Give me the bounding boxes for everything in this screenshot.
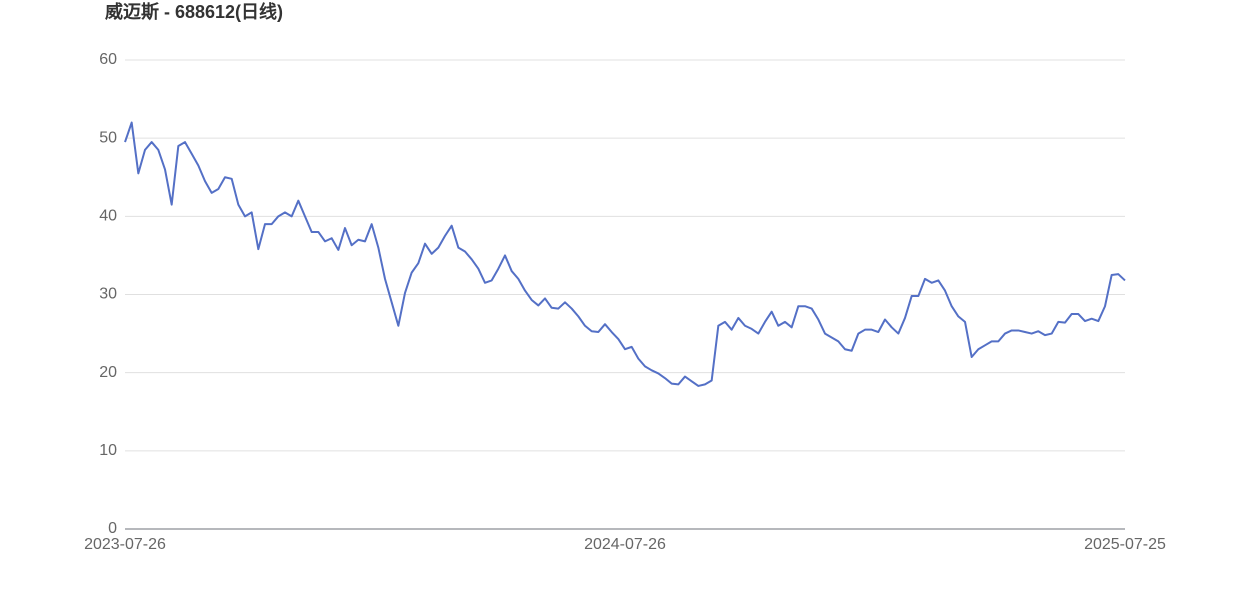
y-tick-label: 30 [99, 286, 117, 303]
y-tick-label: 10 [99, 442, 117, 459]
x-tick-label: 2023-07-26 [84, 536, 166, 553]
price-line [124, 121, 1126, 387]
x-tick-label: 2025-07-25 [1084, 536, 1166, 553]
y-tick-label: 40 [99, 208, 117, 225]
y-tick-label: 50 [99, 129, 117, 146]
y-tick-label: 60 [99, 51, 117, 68]
y-tick-label: 0 [108, 520, 117, 537]
y-tick-label: 20 [99, 364, 117, 381]
x-tick-label: 2024-07-26 [584, 536, 666, 553]
chart-title: 威迈斯 - 688612(日线) [105, 1, 283, 22]
